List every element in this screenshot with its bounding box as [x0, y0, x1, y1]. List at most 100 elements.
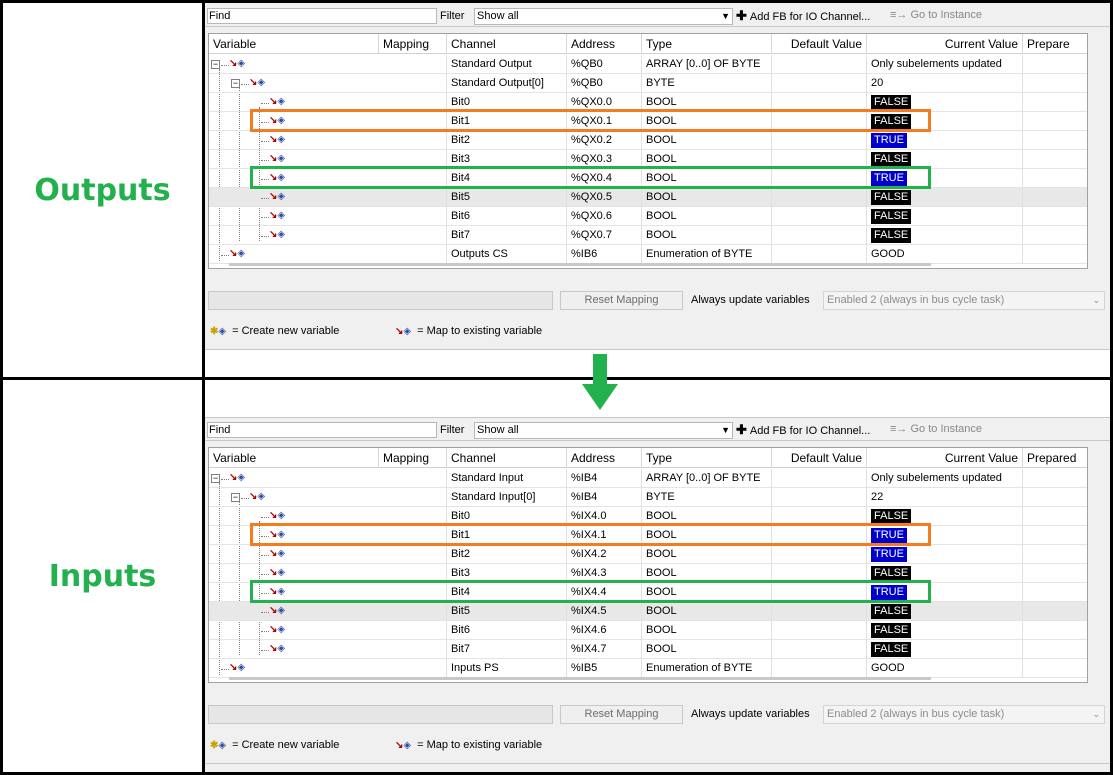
default-value-cell[interactable]: [772, 245, 867, 264]
tree-expander-icon[interactable]: −: [231, 78, 240, 88]
always-update-select[interactable]: Enabled 2 (always in bus cycle task) ⌄: [823, 291, 1105, 310]
add-fb-button[interactable]: ✚ Add FB for IO Channel...: [736, 422, 870, 439]
prepared-value-cell[interactable]: [1023, 583, 1087, 602]
prepared-value-cell[interactable]: [1023, 507, 1087, 526]
mapping-cell[interactable]: [379, 150, 447, 169]
table-row[interactable]: ↘◈ Bit0 %IX4.0 BOOL FALSE: [209, 507, 1087, 526]
tree-expander-icon[interactable]: −: [211, 473, 220, 483]
column-header[interactable]: Mapping: [379, 448, 447, 468]
reset-mapping-button[interactable]: Reset Mapping: [560, 291, 683, 310]
table-row[interactable]: − ↘◈ Standard Output %QB0 ARRAY [0..0] OF BY…: [209, 55, 1087, 74]
mapping-cell[interactable]: [379, 226, 447, 245]
table-row[interactable]: ↘◈ Bit7 %IX4.7 BOOL FALSE: [209, 640, 1087, 659]
mapping-cell[interactable]: [379, 488, 447, 507]
mapping-cell[interactable]: [379, 112, 447, 131]
table-row[interactable]: ↘◈ Bit0 %QX0.0 BOOL FALSE: [209, 93, 1087, 112]
default-value-cell[interactable]: [772, 55, 867, 74]
table-row[interactable]: ↘◈ Bit6 %QX0.6 BOOL FALSE: [209, 207, 1087, 226]
mapping-cell[interactable]: [379, 131, 447, 150]
column-header[interactable]: Channel: [447, 34, 567, 54]
filter-select[interactable]: Show all ▼: [474, 422, 733, 439]
table-row[interactable]: ↘◈ Bit3 %IX4.3 BOOL FALSE: [209, 564, 1087, 583]
default-value-cell[interactable]: [772, 112, 867, 131]
column-header[interactable]: Type: [642, 34, 772, 54]
default-value-cell[interactable]: [772, 74, 867, 93]
column-header[interactable]: Variable: [209, 34, 379, 54]
default-value-cell[interactable]: [772, 564, 867, 583]
mapping-cell[interactable]: [379, 245, 447, 264]
find-input[interactable]: Find: [207, 422, 437, 438]
prepared-value-cell[interactable]: [1023, 526, 1087, 545]
column-header[interactable]: Mapping: [379, 34, 447, 54]
column-header[interactable]: Variable: [209, 448, 379, 468]
column-header[interactable]: Default Value: [772, 448, 867, 468]
goto-instance-button[interactable]: ≡→ Go to Instance: [890, 422, 982, 437]
table-row[interactable]: − ↘◈ Standard Input %IB4 ARRAY [0..0] OF BYT…: [209, 469, 1087, 488]
horizontal-scrollbar[interactable]: [229, 677, 931, 680]
table-row[interactable]: ↘◈ Outputs CS %IB6 Enumeration of BYTE GOOD: [209, 245, 1087, 264]
table-row[interactable]: ↘◈ Bit1 %IX4.1 BOOL TRUE: [209, 526, 1087, 545]
mapping-cell[interactable]: [379, 659, 447, 678]
table-row[interactable]: ↘◈ Bit4 %QX0.4 BOOL TRUE: [209, 169, 1087, 188]
default-value-cell[interactable]: [772, 488, 867, 507]
table-row[interactable]: ↘◈ Inputs PS %IB5 Enumeration of BYTE GOOD: [209, 659, 1087, 678]
table-row[interactable]: ↘◈ Bit2 %QX0.2 BOOL TRUE: [209, 131, 1087, 150]
default-value-cell[interactable]: [772, 169, 867, 188]
goto-instance-button[interactable]: ≡→ Go to Instance: [890, 8, 982, 23]
filter-select[interactable]: Show all ▼: [474, 8, 733, 25]
default-value-cell[interactable]: [772, 640, 867, 659]
prepared-value-cell[interactable]: [1023, 545, 1087, 564]
table-row[interactable]: − ↘◈ Standard Input[0] %IB4 BYTE 22: [209, 488, 1087, 507]
prepared-value-cell[interactable]: [1023, 488, 1087, 507]
table-row[interactable]: ↘◈ Bit3 %QX0.3 BOOL FALSE: [209, 150, 1087, 169]
prepared-value-cell[interactable]: [1023, 564, 1087, 583]
prepared-value-cell[interactable]: [1023, 207, 1087, 226]
default-value-cell[interactable]: [772, 526, 867, 545]
tree-expander-icon[interactable]: −: [231, 492, 240, 502]
reset-mapping-button[interactable]: Reset Mapping: [560, 705, 683, 724]
mapping-cell[interactable]: [379, 583, 447, 602]
prepared-value-cell[interactable]: [1023, 245, 1087, 264]
table-row[interactable]: − ↘◈ Standard Output[0] %QB0 BYTE 20: [209, 74, 1087, 93]
mapping-cell[interactable]: [379, 74, 447, 93]
column-header[interactable]: Channel: [447, 448, 567, 468]
mapping-cell[interactable]: [379, 526, 447, 545]
column-header[interactable]: Address: [567, 448, 642, 468]
mapping-cell[interactable]: [379, 507, 447, 526]
column-header[interactable]: Current Value: [867, 34, 1023, 54]
table-row[interactable]: ↘◈ Bit7 %QX0.7 BOOL FALSE: [209, 226, 1087, 245]
column-header[interactable]: Address: [567, 34, 642, 54]
column-header[interactable]: Current Value: [867, 448, 1023, 468]
prepared-value-cell[interactable]: [1023, 150, 1087, 169]
default-value-cell[interactable]: [772, 469, 867, 488]
prepared-value-cell[interactable]: [1023, 55, 1087, 74]
table-row[interactable]: ↘◈ Bit6 %IX4.6 BOOL FALSE: [209, 621, 1087, 640]
default-value-cell[interactable]: [772, 131, 867, 150]
mapping-cell[interactable]: [379, 207, 447, 226]
prepared-value-cell[interactable]: [1023, 640, 1087, 659]
prepared-value-cell[interactable]: [1023, 621, 1087, 640]
default-value-cell[interactable]: [772, 207, 867, 226]
prepared-value-cell[interactable]: [1023, 93, 1087, 112]
mapping-cell[interactable]: [379, 188, 447, 207]
column-header[interactable]: Prepared: [1023, 448, 1087, 468]
default-value-cell[interactable]: [772, 621, 867, 640]
default-value-cell[interactable]: [772, 93, 867, 112]
prepared-value-cell[interactable]: [1023, 131, 1087, 150]
prepared-value-cell[interactable]: [1023, 169, 1087, 188]
mapping-cell[interactable]: [379, 469, 447, 488]
mapping-cell[interactable]: [379, 621, 447, 640]
table-row[interactable]: ↘◈ Bit5 %IX4.5 BOOL FALSE: [209, 602, 1087, 621]
mapping-cell[interactable]: [379, 169, 447, 188]
table-row[interactable]: ↘◈ Bit1 %QX0.1 BOOL FALSE: [209, 112, 1087, 131]
mapping-cell[interactable]: [379, 564, 447, 583]
mapping-cell[interactable]: [379, 602, 447, 621]
always-update-select[interactable]: Enabled 2 (always in bus cycle task) ⌄: [823, 705, 1105, 724]
default-value-cell[interactable]: [772, 150, 867, 169]
default-value-cell[interactable]: [772, 583, 867, 602]
prepared-value-cell[interactable]: [1023, 226, 1087, 245]
prepared-value-cell[interactable]: [1023, 74, 1087, 93]
table-row[interactable]: ↘◈ Bit4 %IX4.4 BOOL TRUE: [209, 583, 1087, 602]
mapping-cell[interactable]: [379, 55, 447, 74]
prepared-value-cell[interactable]: [1023, 659, 1087, 678]
